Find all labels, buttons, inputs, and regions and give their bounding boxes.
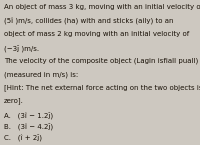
Text: (−3ĵ )m/s.: (−3ĵ )m/s. <box>4 44 39 52</box>
Text: The velocity of the composite object (Lagin isfiall puall): The velocity of the composite object (La… <box>4 58 198 64</box>
Text: (5î )m/s, collides (ha) with and sticks (aily) to an: (5î )m/s, collides (ha) with and sticks … <box>4 18 174 25</box>
Text: A.   (3î − 1.2ĵ): A. (3î − 1.2ĵ) <box>4 111 53 119</box>
Text: B.   (3î − 4.2ĵ): B. (3î − 4.2ĵ) <box>4 123 53 130</box>
Text: zero].: zero]. <box>4 98 24 105</box>
Text: object of mass 2 kg moving with an initial velocity of: object of mass 2 kg moving with an initi… <box>4 31 189 37</box>
Text: [Hint: The net external force acting on the two objects is: [Hint: The net external force acting on … <box>4 84 200 91</box>
Text: (measured in m/s) is:: (measured in m/s) is: <box>4 71 78 78</box>
Text: C.   (î + 2ĵ): C. (î + 2ĵ) <box>4 134 42 142</box>
Text: An object of mass 3 kg, moving with an initial velocity of: An object of mass 3 kg, moving with an i… <box>4 4 200 10</box>
